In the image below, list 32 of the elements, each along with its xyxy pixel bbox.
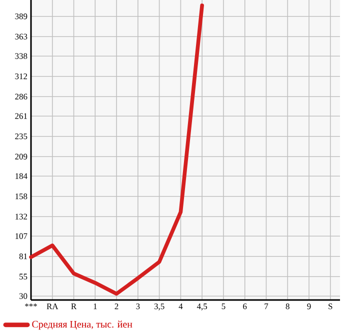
y-tick-label: 209	[15, 154, 28, 160]
x-tick-label: 2	[114, 304, 118, 310]
y-tick-label: 107	[16, 233, 28, 239]
x-tick-label: ***	[25, 304, 37, 307]
y-tick-label: 286	[15, 94, 28, 100]
x-tick-label: S	[328, 304, 332, 310]
x-tick-label: 3	[136, 304, 140, 310]
y-tick-label: 235	[15, 134, 28, 140]
x-tick-label: 3,5	[154, 304, 164, 310]
y-tick-label: 363	[15, 34, 28, 40]
line-series	[29, 4, 204, 296]
x-tick-label: 4,5	[196, 304, 208, 310]
y-tick-label: 184	[16, 173, 28, 179]
y-tick-label: 158	[16, 194, 28, 200]
y-tick-label: 312	[15, 74, 28, 80]
x-tick-label: 4	[178, 304, 183, 310]
x-tick-label: R	[71, 304, 77, 310]
legend-label: Средняя Цена, тыс. йен	[32, 320, 132, 330]
y-tick-label: 338	[15, 53, 28, 59]
y-tick-label: 55	[19, 274, 28, 280]
x-tick-label: 7	[264, 304, 268, 310]
x-tick-label: 5	[222, 304, 226, 310]
x-tick-label: 8	[286, 304, 290, 310]
x-tick-label: 6	[243, 304, 247, 310]
y-tick-label: 389	[15, 14, 28, 20]
x-tick-label: RA	[46, 304, 58, 310]
y-tick-label: 132	[16, 214, 28, 220]
x-tick-label: 9	[307, 304, 311, 310]
y-tick-label: 30	[19, 293, 28, 299]
x-tick-label: 1	[94, 304, 97, 310]
y-tick-label: 261	[15, 113, 27, 119]
y-tick-label: 81	[19, 254, 27, 260]
